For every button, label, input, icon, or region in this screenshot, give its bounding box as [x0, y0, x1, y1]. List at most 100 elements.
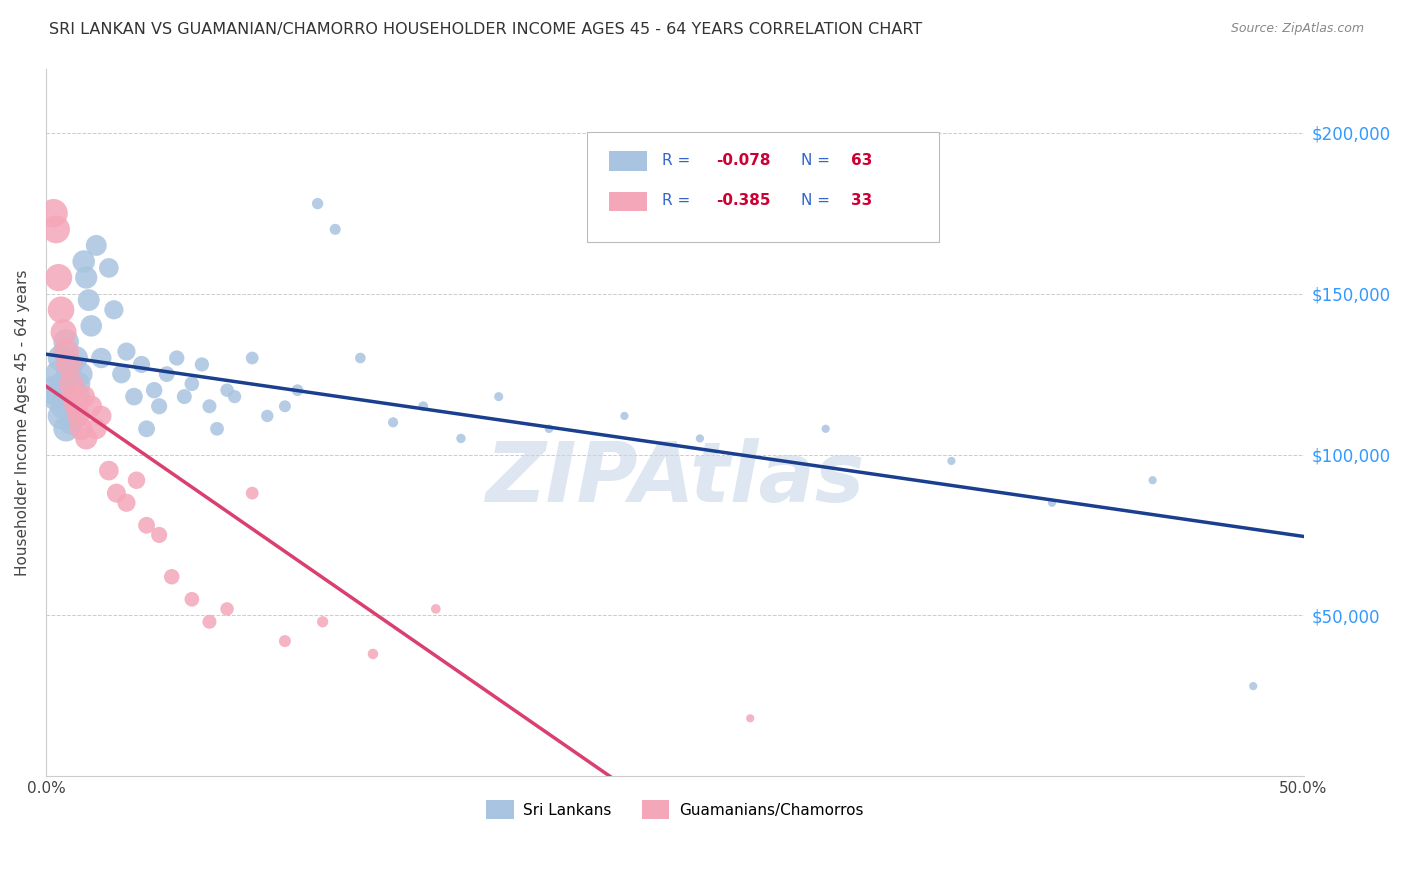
Text: Source: ZipAtlas.com: Source: ZipAtlas.com	[1230, 22, 1364, 36]
Point	[198, 615, 221, 629]
Point	[240, 351, 263, 365]
Text: -0.078: -0.078	[716, 153, 770, 168]
Point	[1241, 679, 1264, 693]
Point	[67, 390, 90, 404]
Point	[166, 351, 188, 365]
Point	[148, 528, 170, 542]
Point	[75, 270, 97, 285]
Y-axis label: Householder Income Ages 45 - 64 years: Householder Income Ages 45 - 64 years	[15, 269, 30, 575]
Point	[143, 383, 166, 397]
Text: -0.385: -0.385	[716, 194, 770, 209]
Point	[90, 409, 112, 423]
Point	[70, 367, 93, 381]
Point	[240, 486, 263, 500]
Point	[80, 399, 103, 413]
Point	[62, 399, 84, 413]
Point	[1040, 496, 1063, 510]
Point	[103, 302, 125, 317]
Point	[323, 222, 346, 236]
Point	[191, 358, 214, 372]
Point	[62, 390, 84, 404]
Point	[122, 390, 145, 404]
Point	[115, 496, 138, 510]
Point	[48, 270, 70, 285]
Point	[156, 367, 179, 381]
Point	[814, 422, 837, 436]
Point	[941, 454, 963, 468]
Point	[274, 399, 297, 413]
Point	[80, 318, 103, 333]
Point	[70, 422, 93, 436]
Point	[55, 334, 77, 349]
Point	[73, 254, 96, 268]
Point	[135, 422, 157, 436]
Point	[65, 351, 87, 365]
Point	[58, 390, 80, 404]
Point	[58, 367, 80, 381]
Point	[125, 473, 148, 487]
Point	[49, 409, 72, 423]
Text: 33: 33	[851, 194, 872, 209]
Point	[215, 602, 238, 616]
Point	[160, 570, 183, 584]
Point	[205, 422, 228, 436]
Point	[60, 376, 83, 391]
Point	[77, 293, 100, 307]
FancyBboxPatch shape	[586, 132, 939, 242]
Text: R =: R =	[662, 194, 696, 209]
FancyBboxPatch shape	[609, 152, 647, 171]
Point	[52, 326, 75, 340]
Point	[307, 196, 329, 211]
Point	[97, 260, 120, 275]
Point	[115, 344, 138, 359]
Point	[180, 376, 202, 391]
Point	[311, 615, 333, 629]
Text: N =: N =	[800, 194, 834, 209]
Point	[42, 383, 65, 397]
Point	[84, 238, 107, 252]
Point	[361, 647, 384, 661]
Point	[42, 206, 65, 220]
Point	[67, 409, 90, 423]
Point	[740, 711, 762, 725]
Point	[613, 409, 636, 423]
Point	[135, 518, 157, 533]
Point	[105, 486, 128, 500]
Point	[180, 592, 202, 607]
Point	[60, 415, 83, 429]
Point	[84, 422, 107, 436]
Point	[488, 390, 510, 404]
Point	[65, 409, 87, 423]
Point	[689, 432, 711, 446]
Point	[55, 344, 77, 359]
Point	[65, 399, 87, 413]
Point	[52, 399, 75, 413]
Point	[173, 390, 195, 404]
Point	[55, 422, 77, 436]
Point	[537, 422, 560, 436]
Text: ZIPAtlas: ZIPAtlas	[485, 439, 865, 519]
Point	[49, 351, 72, 365]
Point	[224, 390, 246, 404]
Point	[45, 222, 67, 236]
Text: 63: 63	[851, 153, 872, 168]
Point	[52, 376, 75, 391]
Point	[198, 399, 221, 413]
Point	[382, 415, 405, 429]
Text: N =: N =	[800, 153, 834, 168]
Point	[67, 376, 90, 391]
Point	[75, 432, 97, 446]
Point	[90, 351, 112, 365]
Point	[450, 432, 472, 446]
Point	[256, 409, 278, 423]
Point	[215, 383, 238, 397]
Point	[1142, 473, 1164, 487]
Point	[412, 399, 434, 413]
Point	[148, 399, 170, 413]
Point	[110, 367, 132, 381]
Point	[287, 383, 309, 397]
Point	[425, 602, 447, 616]
Text: SRI LANKAN VS GUAMANIAN/CHAMORRO HOUSEHOLDER INCOME AGES 45 - 64 YEARS CORRELATI: SRI LANKAN VS GUAMANIAN/CHAMORRO HOUSEHO…	[49, 22, 922, 37]
Point	[62, 383, 84, 397]
Point	[274, 634, 297, 648]
